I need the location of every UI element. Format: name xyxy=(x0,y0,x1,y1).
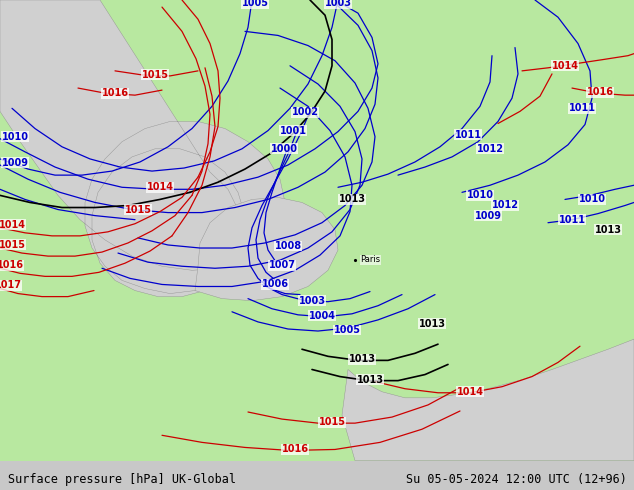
Text: 1013: 1013 xyxy=(339,195,365,204)
Text: 1013: 1013 xyxy=(418,319,446,329)
Text: 1016: 1016 xyxy=(101,88,129,98)
Text: 1011: 1011 xyxy=(559,215,586,225)
Text: 1000: 1000 xyxy=(271,144,297,154)
Text: 1009: 1009 xyxy=(474,211,501,220)
Polygon shape xyxy=(342,339,634,461)
Text: 1003: 1003 xyxy=(299,295,325,306)
Text: 1011: 1011 xyxy=(455,130,481,140)
Text: 1007: 1007 xyxy=(269,260,295,270)
Text: 1015: 1015 xyxy=(124,204,152,215)
Text: 1009: 1009 xyxy=(1,158,29,168)
Text: Paris: Paris xyxy=(360,255,380,264)
Text: 1002: 1002 xyxy=(292,107,318,118)
Text: 1010: 1010 xyxy=(578,195,605,204)
Text: 1015: 1015 xyxy=(0,240,25,250)
Text: 1013: 1013 xyxy=(349,354,375,365)
Text: 1016: 1016 xyxy=(281,444,309,454)
Text: 1014: 1014 xyxy=(0,220,25,230)
Polygon shape xyxy=(195,197,338,301)
Text: 1016: 1016 xyxy=(586,87,614,97)
Text: 1008: 1008 xyxy=(275,241,302,251)
Text: 1014: 1014 xyxy=(552,61,578,71)
Text: Surface pressure [hPa] UK-Global: Surface pressure [hPa] UK-Global xyxy=(8,473,236,486)
Text: 1014: 1014 xyxy=(146,182,174,192)
Text: 1013: 1013 xyxy=(595,225,621,235)
Text: Su 05-05-2024 12:00 UTC (12+96): Su 05-05-2024 12:00 UTC (12+96) xyxy=(406,473,626,486)
Text: 1014: 1014 xyxy=(456,387,484,397)
Text: 1001: 1001 xyxy=(280,125,306,136)
Text: 1016: 1016 xyxy=(0,260,23,270)
Text: 1012: 1012 xyxy=(477,144,503,154)
Text: 1011: 1011 xyxy=(569,103,595,113)
Text: 1003: 1003 xyxy=(325,0,351,8)
Text: 1010: 1010 xyxy=(467,191,493,200)
Text: 1006: 1006 xyxy=(261,279,288,290)
Text: 1010: 1010 xyxy=(1,132,29,142)
Text: 1005: 1005 xyxy=(242,0,269,8)
Text: 1015: 1015 xyxy=(318,417,346,427)
Text: 1005: 1005 xyxy=(333,325,361,335)
Text: 1012: 1012 xyxy=(491,200,519,211)
Text: 1017: 1017 xyxy=(0,280,22,291)
Polygon shape xyxy=(0,0,285,296)
Text: 1004: 1004 xyxy=(309,311,335,321)
Polygon shape xyxy=(0,0,634,461)
Text: 1013: 1013 xyxy=(356,375,384,385)
Text: 1015: 1015 xyxy=(141,70,169,80)
